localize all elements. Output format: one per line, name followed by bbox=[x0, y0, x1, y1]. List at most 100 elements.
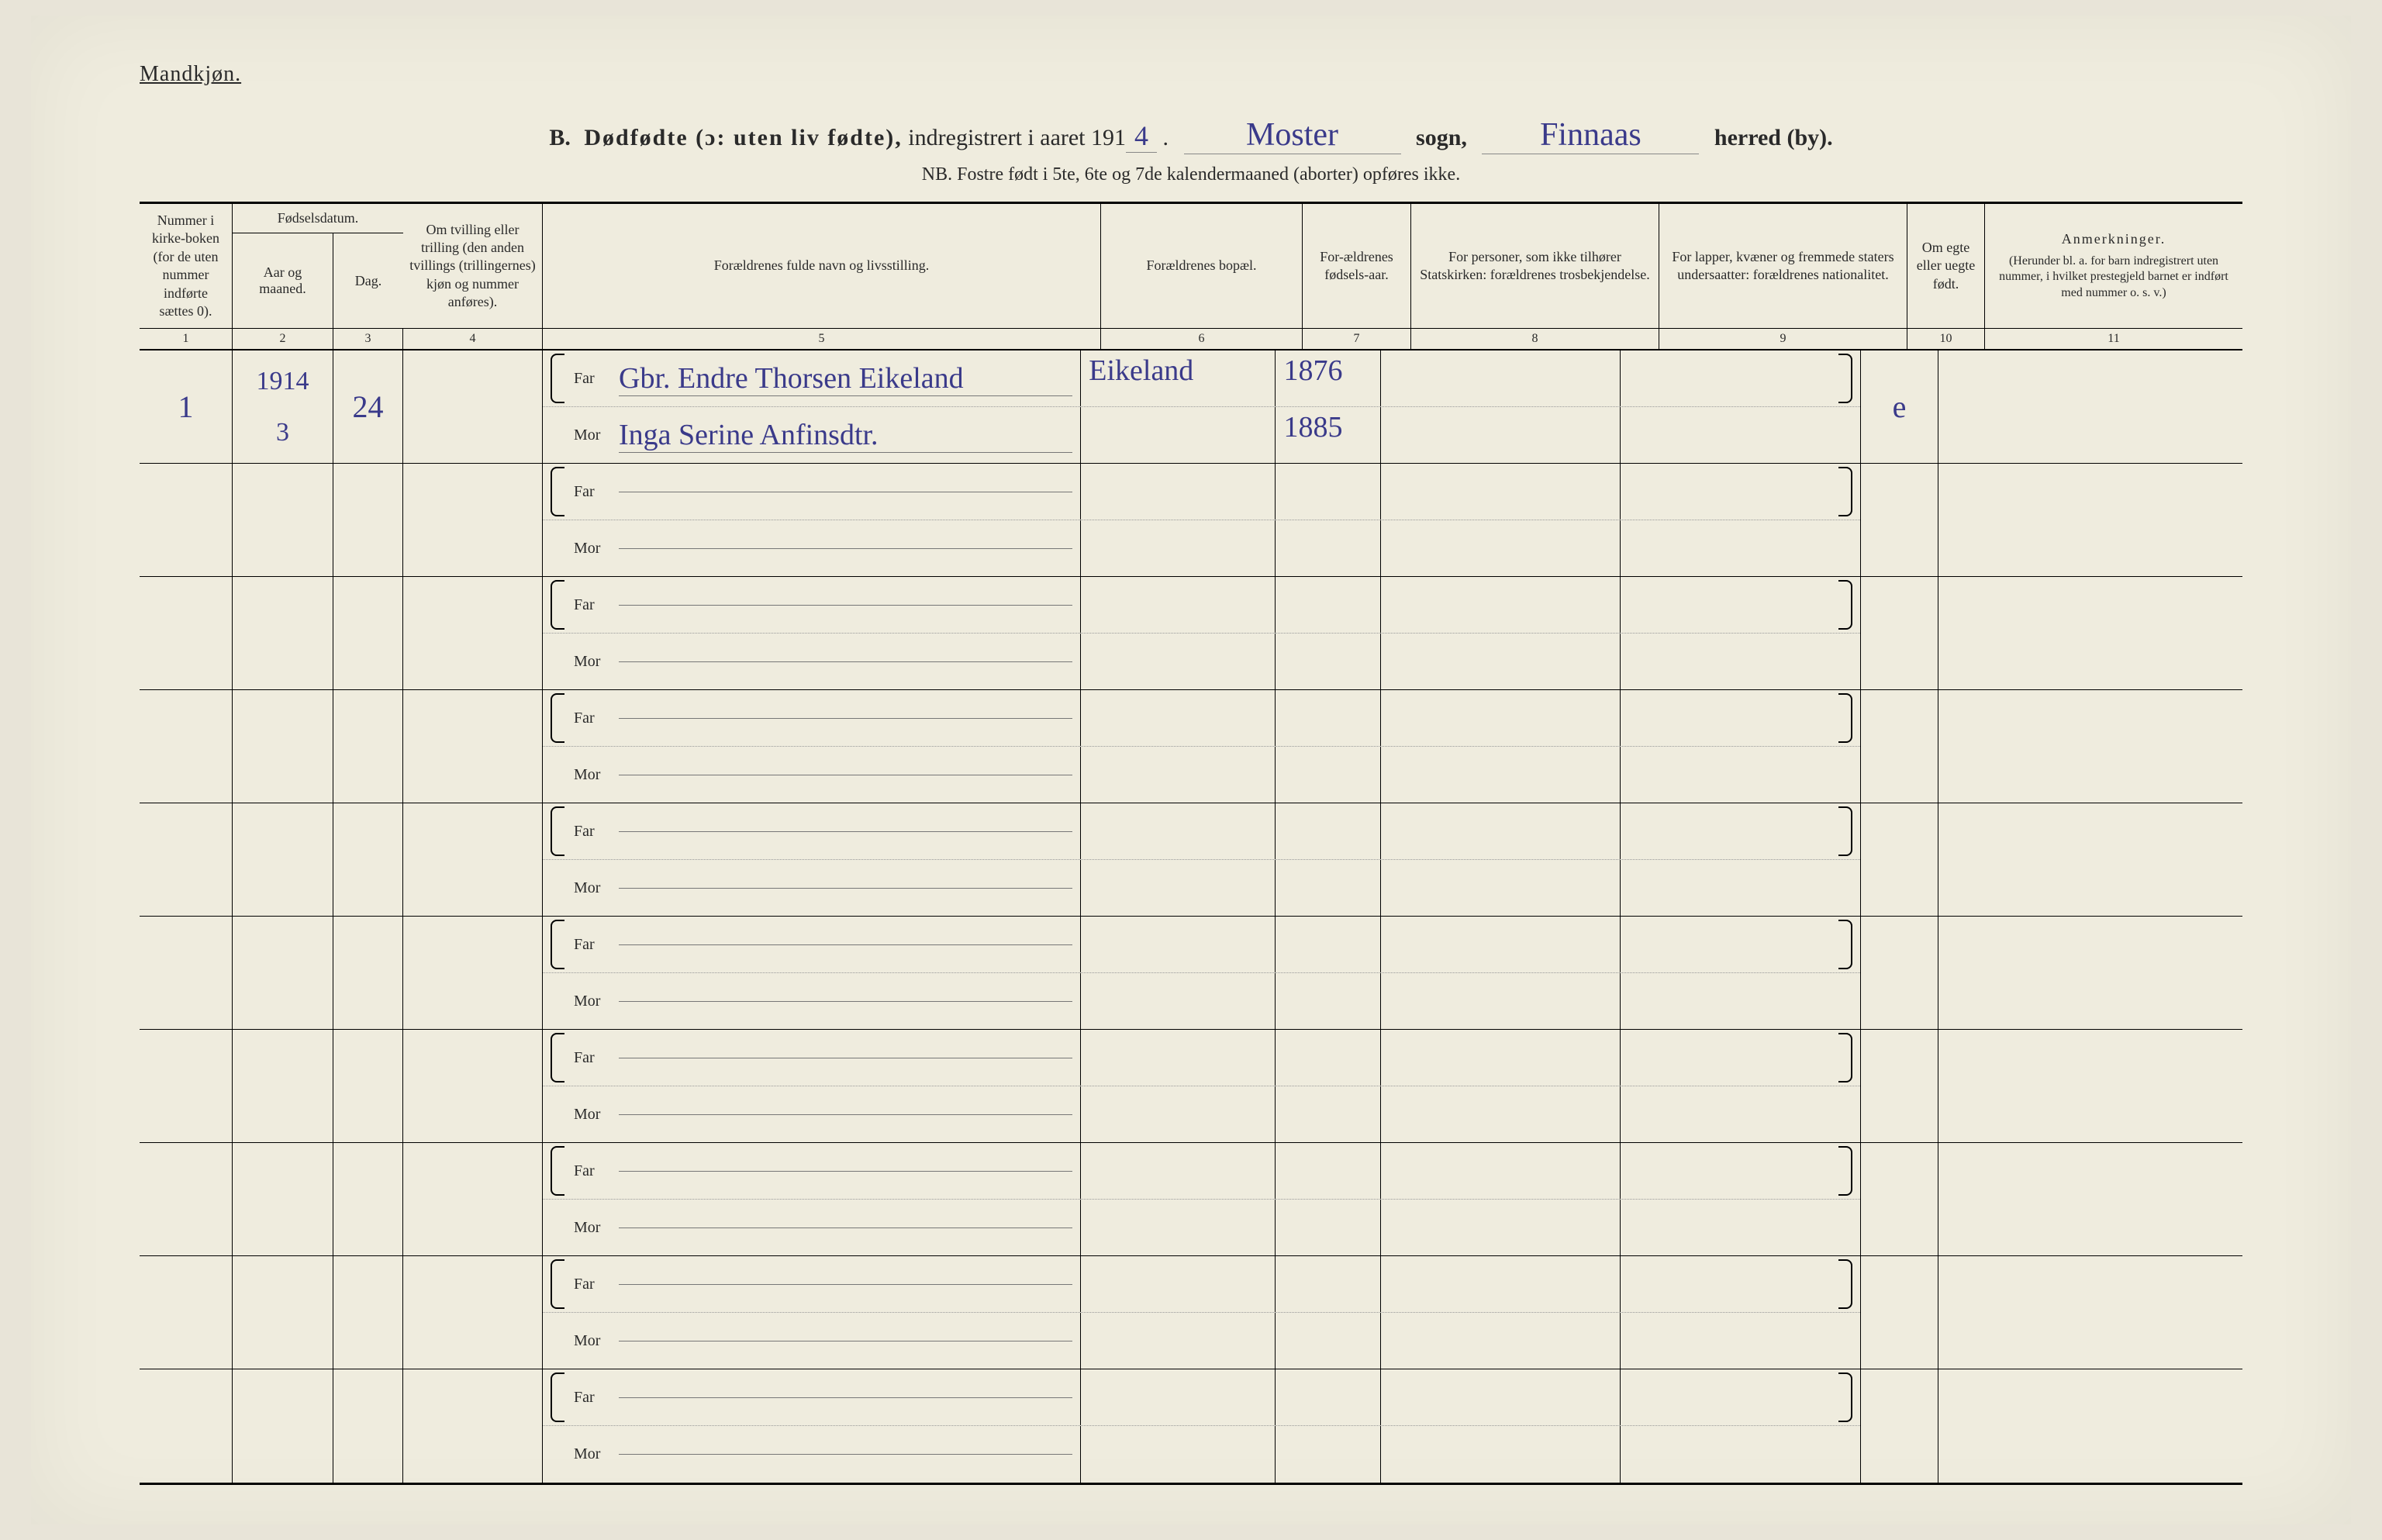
cell-dag bbox=[333, 917, 403, 1029]
cell-aar-maaned bbox=[233, 1143, 333, 1255]
cell-parent-name-mor: Mor bbox=[543, 1426, 1081, 1483]
parent-label-far: Far bbox=[574, 936, 609, 954]
parent-label-mor: Mor bbox=[574, 993, 609, 1010]
parent-name-value-mor: Inga Serine Anfinsdtr. bbox=[619, 418, 1072, 453]
bracket-left-icon bbox=[551, 354, 564, 403]
colnum-3: 3 bbox=[333, 329, 403, 349]
th-anmerkninger-sub: (Herunder bl. a. for barn indregistrert … bbox=[1991, 254, 2236, 302]
cell-nat-far bbox=[1621, 464, 1860, 520]
cell-egte: e bbox=[1861, 350, 1938, 463]
cell-nat-mor bbox=[1621, 1086, 1860, 1143]
cell-anmerkninger bbox=[1938, 803, 2242, 916]
cell-tvilling bbox=[403, 917, 543, 1029]
cell-anmerkninger bbox=[1938, 350, 2242, 463]
cell-fodselsaar-far bbox=[1276, 1143, 1381, 1199]
cell-fodselsaar-far bbox=[1276, 1256, 1381, 1312]
cell-fodselsaar-mor bbox=[1276, 634, 1381, 690]
cell-fodselsaar-far bbox=[1276, 1030, 1381, 1086]
cell-nat-far bbox=[1621, 1143, 1860, 1199]
cell-bopael-far bbox=[1081, 1143, 1276, 1199]
parent-name-value-far bbox=[619, 944, 1072, 945]
cell-tvilling bbox=[403, 464, 543, 576]
cell-parent-name-mor: Mor bbox=[543, 860, 1081, 917]
table-row: FarMor bbox=[140, 464, 2242, 577]
cell-bopael-far bbox=[1081, 803, 1276, 859]
cell-dag bbox=[333, 464, 403, 576]
cell-egte bbox=[1861, 1143, 1938, 1255]
register-page: Mandkjøn. B. Dødfødte (ɔ: uten liv fødte… bbox=[31, 16, 2351, 1524]
cell-anmerkninger bbox=[1938, 690, 2242, 803]
sogn-value: Moster bbox=[1184, 116, 1401, 154]
cell-nat-mor bbox=[1621, 407, 1860, 464]
parent-name-value-mor bbox=[619, 1454, 1072, 1455]
cell-nat-far bbox=[1621, 1369, 1860, 1425]
cell-tros-mor bbox=[1381, 634, 1621, 690]
cell-tvilling bbox=[403, 577, 543, 689]
colnum-11: 11 bbox=[1985, 329, 2242, 349]
bracket-right-icon bbox=[1838, 1033, 1852, 1082]
cell-bopael-far bbox=[1081, 464, 1276, 520]
cell-nummer bbox=[140, 1143, 233, 1255]
cell-anmerkninger bbox=[1938, 1030, 2242, 1142]
cell-egte bbox=[1861, 1030, 1938, 1142]
cell-bopael-far bbox=[1081, 1030, 1276, 1086]
cell-parent-name-mor: Mor bbox=[543, 520, 1081, 577]
th-tvilling: Om tvilling eller trilling (den anden tv… bbox=[403, 204, 543, 328]
parent-label-mor: Mor bbox=[574, 766, 609, 784]
bracket-left-icon bbox=[551, 1373, 564, 1422]
cell-fodselsaar-far bbox=[1276, 577, 1381, 633]
cell-parent-name-far: Far bbox=[543, 1143, 1081, 1199]
parent-name-value-mor bbox=[619, 888, 1072, 889]
cell-fodselsaar-mor bbox=[1276, 1313, 1381, 1369]
colnum-1: 1 bbox=[140, 329, 233, 349]
cell-fodselsaar-far bbox=[1276, 690, 1381, 746]
parent-name-value-far bbox=[619, 718, 1072, 719]
cell-fodselsaar-mor bbox=[1276, 747, 1381, 803]
cell-tros-far bbox=[1381, 1256, 1621, 1312]
cell-bopael-mor bbox=[1081, 1313, 1276, 1369]
cell-fodselsaar-mor: 1885 bbox=[1276, 407, 1381, 464]
colnum-7: 7 bbox=[1303, 329, 1411, 349]
colnum-8: 8 bbox=[1411, 329, 1659, 349]
cell-parents-region: FarMor bbox=[543, 1030, 1861, 1142]
nb-note: NB. Fostre født i 5te, 6te og 7de kalend… bbox=[31, 164, 2351, 185]
cell-parents-region: FarMor bbox=[543, 464, 1861, 576]
parent-label-mor: Mor bbox=[574, 1106, 609, 1124]
th-foraeldre-navn: Forældrenes fulde navn og livsstilling. bbox=[543, 204, 1101, 328]
cell-tros-far bbox=[1381, 1030, 1621, 1086]
cell-nat-far bbox=[1621, 1256, 1860, 1312]
th-aar-maaned: Aar og maaned. bbox=[233, 233, 333, 328]
colnum-9: 9 bbox=[1659, 329, 1907, 349]
bracket-left-icon bbox=[551, 693, 564, 743]
th-fodselsdatum: Fødselsdatum. bbox=[233, 204, 403, 233]
cell-nat-far bbox=[1621, 577, 1860, 633]
bracket-right-icon bbox=[1838, 467, 1852, 516]
cell-tros-far bbox=[1381, 350, 1621, 406]
bracket-left-icon bbox=[551, 920, 564, 969]
parent-label-far: Far bbox=[574, 596, 609, 614]
title-registered: indregistrert i aaret 191 bbox=[908, 125, 1126, 150]
bracket-right-icon bbox=[1838, 354, 1852, 403]
cell-parent-name-mor: Mor bbox=[543, 634, 1081, 690]
parent-label-mor: Mor bbox=[574, 1219, 609, 1237]
parent-label-mor: Mor bbox=[574, 1445, 609, 1463]
cell-fodselsaar-far: 1876 bbox=[1276, 350, 1381, 406]
cell-nummer bbox=[140, 1030, 233, 1142]
cell-parent-name-far: Far bbox=[543, 464, 1081, 520]
cell-aar-maaned bbox=[233, 917, 333, 1029]
cell-fodselsaar-mor bbox=[1276, 860, 1381, 917]
cell-tros-far bbox=[1381, 1369, 1621, 1425]
th-nummer: Nummer i kirke-boken (for de uten nummer… bbox=[140, 204, 233, 328]
cell-tvilling bbox=[403, 1256, 543, 1369]
cell-parent-name-far: Far bbox=[543, 577, 1081, 633]
cell-nummer: 1 bbox=[140, 350, 233, 463]
cell-egte bbox=[1861, 577, 1938, 689]
cell-nat-mor bbox=[1621, 1426, 1860, 1483]
cell-egte bbox=[1861, 1369, 1938, 1483]
cell-nat-far bbox=[1621, 1030, 1860, 1086]
bracket-left-icon bbox=[551, 1259, 564, 1309]
cell-parents-region: FarMor bbox=[543, 690, 1861, 803]
cell-bopael-mor bbox=[1081, 634, 1276, 690]
table-row: 11914324FarGbr. Endre Thorsen EikelandEi… bbox=[140, 350, 2242, 464]
cell-fodselsaar-far bbox=[1276, 917, 1381, 972]
